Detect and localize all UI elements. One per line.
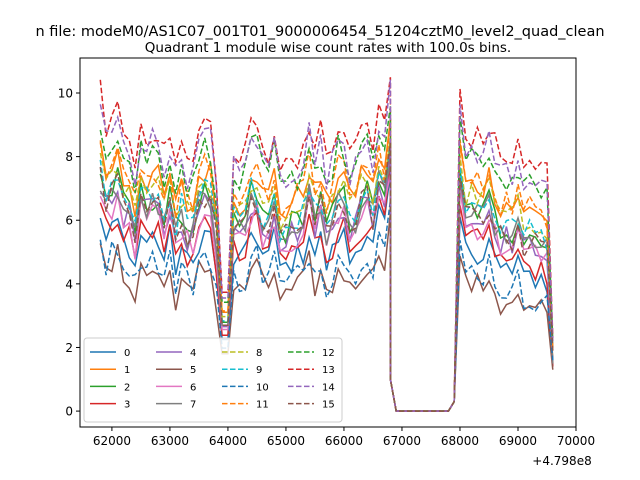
legend-label-11: 11	[256, 400, 269, 411]
legend-label-3: 3	[124, 400, 130, 411]
y-axis: 0 2 4 6 8 10	[58, 86, 80, 419]
series-line-13	[99, 77, 554, 412]
x-offset-label: +4.798e8	[532, 454, 591, 468]
x-tick-label: 69000	[499, 434, 537, 448]
figure-suptitle: n file: modeM0/AS1C07_001T01_9000006454_…	[35, 24, 604, 40]
legend-label-9: 9	[256, 365, 262, 376]
x-axis: 62000 63000 64000 65000 66000 67000 68000 69000…	[93, 427, 595, 448]
y-tick-label: 0	[65, 405, 73, 419]
legend-label-8: 8	[256, 348, 262, 359]
x-tick-label: 65000	[267, 434, 305, 448]
x-tick-label: 67000	[383, 434, 421, 448]
plot-lines	[99, 77, 554, 412]
x-tick-label: 70000	[557, 434, 595, 448]
legend-label-0: 0	[124, 348, 130, 359]
series-line-8	[99, 137, 554, 412]
chart-title: Quadrant 1 module wise count rates with …	[145, 40, 511, 56]
legend-label-13: 13	[322, 365, 335, 376]
legend-label-7: 7	[190, 400, 196, 411]
x-tick-label: 63000	[151, 434, 189, 448]
legend-label-4: 4	[190, 348, 196, 359]
legend-label-12: 12	[322, 348, 335, 359]
series-line-14	[99, 79, 554, 412]
series-line-15	[99, 142, 554, 412]
x-tick-label: 66000	[325, 434, 363, 448]
series-line-0	[99, 173, 554, 412]
x-tick-label: 68000	[441, 434, 479, 448]
series-line-10	[99, 200, 554, 412]
series-line-3	[99, 163, 554, 412]
legend-label-1: 1	[124, 365, 130, 376]
y-tick-label: 2	[65, 341, 73, 355]
x-tick-label: 62000	[93, 434, 131, 448]
legend-label-14: 14	[322, 382, 335, 393]
series-line-11	[99, 119, 554, 412]
legend-label-5: 5	[190, 365, 196, 376]
y-tick-label: 8	[65, 150, 73, 164]
legend-label-15: 15	[322, 400, 335, 411]
legend-label-2: 2	[124, 382, 130, 393]
series-line-7	[99, 164, 554, 412]
legend-box	[83, 337, 343, 423]
legend-label-6: 6	[190, 382, 196, 393]
x-tick-label: 64000	[209, 434, 247, 448]
series-line-12	[99, 106, 554, 412]
series-line-2	[99, 138, 554, 412]
y-tick-label: 6	[65, 214, 73, 228]
series-line-9	[99, 143, 554, 412]
y-tick-label: 4	[65, 277, 73, 291]
plot-frame	[79, 57, 577, 428]
legend-label-10: 10	[256, 382, 269, 393]
y-tick-label: 10	[58, 86, 73, 100]
